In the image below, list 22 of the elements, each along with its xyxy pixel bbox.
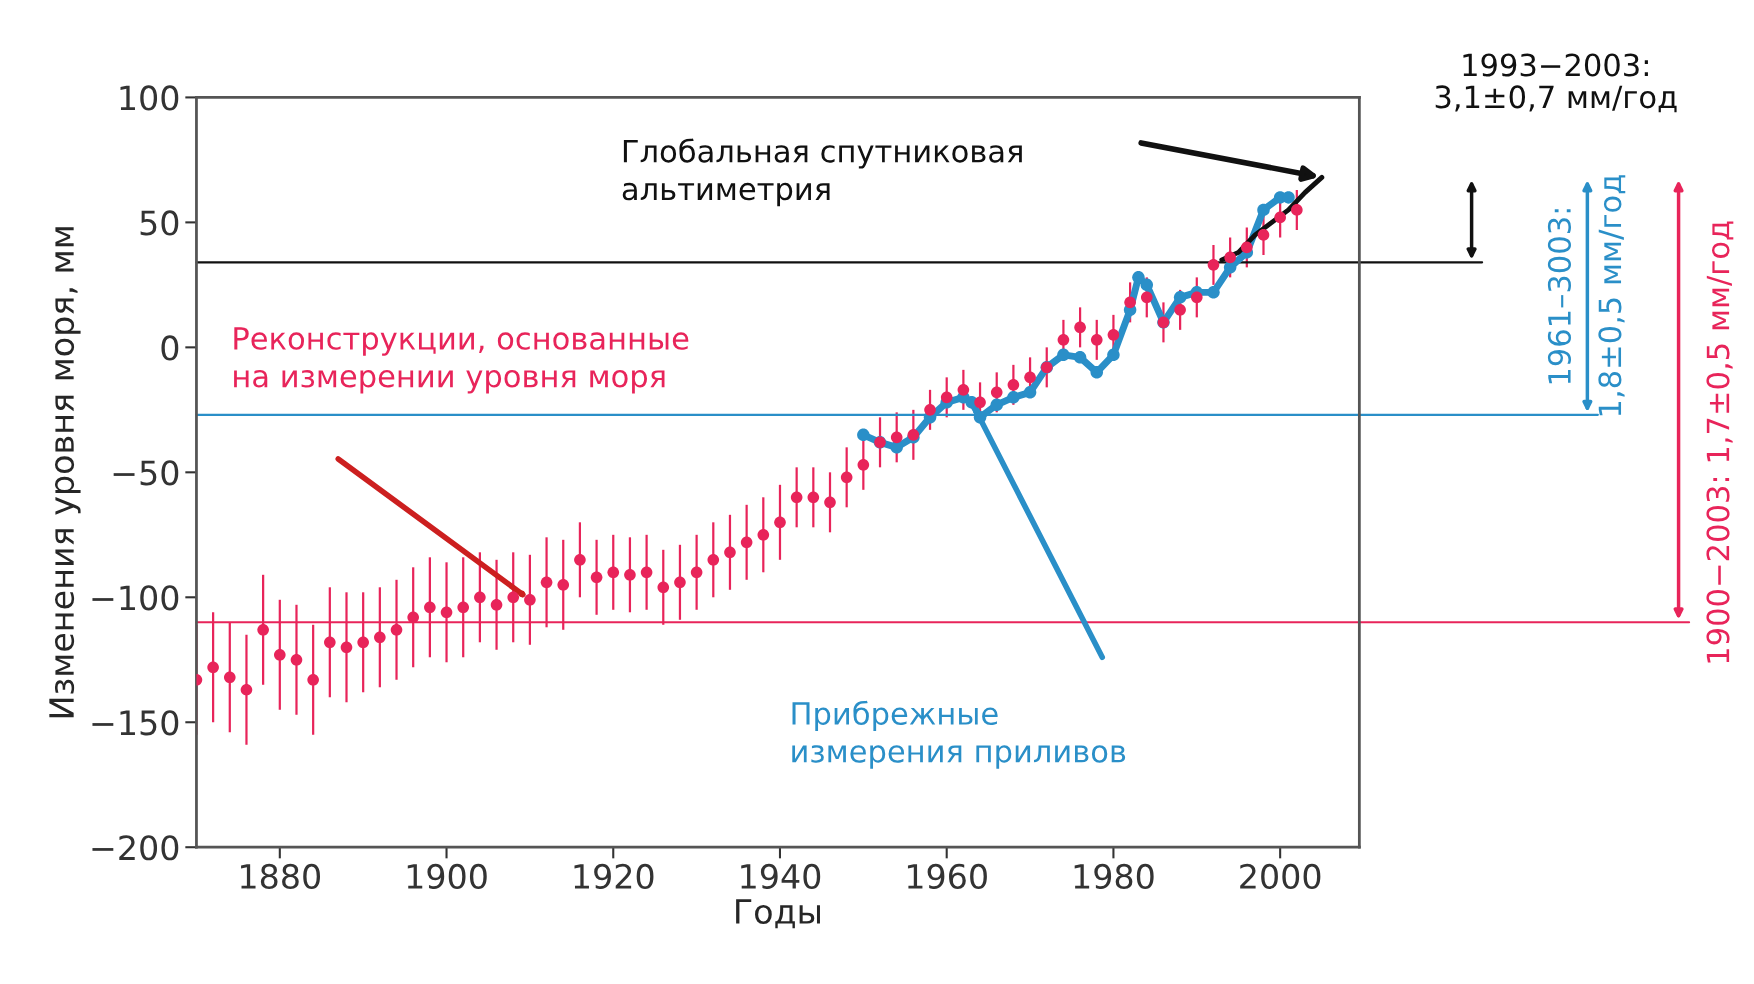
x-tick-label: 2000 xyxy=(1240,863,1321,889)
y-tick-label: 100 xyxy=(120,85,179,111)
x-tick-label: 1880 xyxy=(241,863,321,889)
x-tick-label: 1920 xyxy=(574,863,654,889)
text: Прибрежные измерения приливов xyxy=(792,700,1126,769)
y-tick-label: −100 xyxy=(92,585,179,611)
text: Глобальная спутниковая альтиметрия xyxy=(622,138,1022,207)
text: 1993−2003: 3,1±0,7 мм/год xyxy=(1435,53,1677,113)
x-tick-label: 1980 xyxy=(1074,863,1154,889)
x-tick-label: 1940 xyxy=(741,863,821,889)
x-tick-label: 1960 xyxy=(907,863,987,889)
text: Реконструкции, основанные на измерении уровня моря xyxy=(234,327,689,394)
x-axis-title: Годы xyxy=(736,899,820,929)
y-axis-title: Изменения уровня моря, мм xyxy=(49,227,81,718)
x-tick-label: 1900 xyxy=(407,863,487,889)
y-tick-label: −150 xyxy=(92,710,179,736)
y-tick-label: −50 xyxy=(113,460,179,486)
text: 1961–3003: 1,8±0,5 мм/год xyxy=(1547,175,1626,416)
y-tick-label: −200 xyxy=(92,835,179,861)
y-tick-label: 50 xyxy=(140,210,179,236)
y-tick-label: 0 xyxy=(161,335,179,361)
text: 1900−2003: 1,7±0,5 мм/год xyxy=(1706,221,1734,663)
